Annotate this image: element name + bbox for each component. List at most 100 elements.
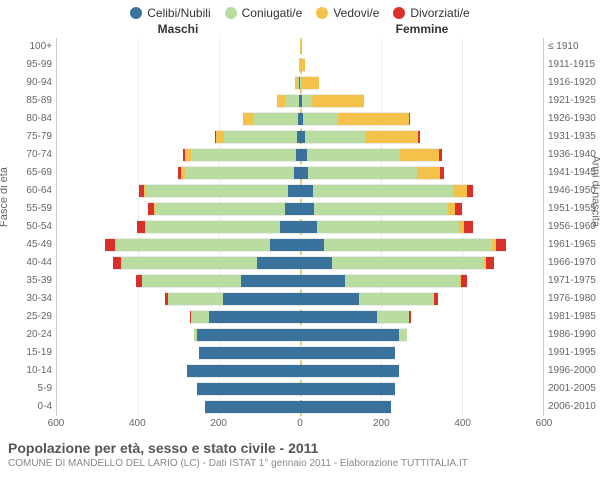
bar-segment <box>418 131 420 143</box>
bar-segment <box>300 365 399 377</box>
bar-segment <box>209 311 300 323</box>
pyramid-row <box>57 254 543 272</box>
bar-segment <box>155 203 285 215</box>
female-half <box>300 272 543 290</box>
female-half <box>300 92 543 110</box>
bar-segment <box>300 203 314 215</box>
bar-segment <box>434 293 438 305</box>
female-bar <box>300 346 395 360</box>
bar-segment <box>280 221 300 233</box>
male-half <box>57 308 300 326</box>
legend-swatch <box>130 7 142 19</box>
female-half <box>300 182 543 200</box>
bar-segment <box>440 167 444 179</box>
pyramid-row <box>57 56 543 74</box>
x-axis: 6004002000200400600 <box>0 416 600 432</box>
male-half <box>57 146 300 164</box>
female-bar <box>300 256 494 270</box>
header-males: Maschi <box>56 22 300 36</box>
pyramid-row <box>57 146 543 164</box>
pyramid-row <box>57 272 543 290</box>
bar-segment <box>359 293 434 305</box>
bar-segment <box>300 383 395 395</box>
x-tick: 600 <box>48 418 65 429</box>
bar-segment <box>453 185 467 197</box>
bar-segment <box>455 203 462 215</box>
header-females: Femmine <box>300 22 544 36</box>
female-half <box>300 200 543 218</box>
legend-label: Vedovi/e <box>333 6 379 20</box>
age-label: 20-24 <box>0 326 56 344</box>
age-label: 85-89 <box>0 92 56 110</box>
chart-area: Fasce di età Anni di nascita 100+95-9990… <box>0 38 600 416</box>
age-label: 10-14 <box>0 362 56 380</box>
male-bar <box>148 202 300 216</box>
bar-segment <box>317 221 459 233</box>
male-bar <box>165 292 300 306</box>
male-half <box>57 272 300 290</box>
male-half <box>57 290 300 308</box>
bar-segment <box>307 149 400 161</box>
bar-segment <box>313 185 453 197</box>
male-bar <box>197 382 300 396</box>
male-half <box>57 38 300 56</box>
birth-label: 1991-1995 <box>544 344 600 362</box>
age-label: 45-49 <box>0 236 56 254</box>
male-half <box>57 254 300 272</box>
female-bar <box>300 400 391 414</box>
bar-segment <box>467 185 473 197</box>
bar-segment <box>277 95 285 107</box>
female-bar <box>300 292 438 306</box>
bar-segment <box>105 239 115 251</box>
birth-label: 1931-1935 <box>544 128 600 146</box>
female-half <box>300 146 543 164</box>
female-bar <box>300 112 409 126</box>
male-bar <box>137 220 300 234</box>
male-bar <box>178 166 300 180</box>
bar-segment <box>400 149 438 161</box>
age-label: 75-79 <box>0 128 56 146</box>
bar-segment <box>496 239 506 251</box>
x-axis-ticks: 6004002000200400600 <box>56 418 544 432</box>
female-bar <box>300 328 407 342</box>
age-label: 90-94 <box>0 74 56 92</box>
bar-segment <box>270 239 300 251</box>
female-half <box>300 74 543 92</box>
bar-segment <box>187 365 300 377</box>
legend-swatch <box>225 7 237 19</box>
birth-label: 2006-2010 <box>544 398 600 416</box>
female-half <box>300 236 543 254</box>
female-bar <box>300 94 364 108</box>
pyramid-row <box>57 200 543 218</box>
pyramid-row <box>57 218 543 236</box>
female-bar <box>300 364 399 378</box>
bar-segment <box>300 293 359 305</box>
bar-segment <box>146 185 288 197</box>
pyramid-row <box>57 362 543 380</box>
female-half <box>300 128 543 146</box>
male-bar <box>243 112 301 126</box>
bar-segment <box>439 149 442 161</box>
female-half <box>300 308 543 326</box>
birth-label: 1921-1925 <box>544 92 600 110</box>
bar-segment <box>216 131 224 143</box>
female-half <box>300 56 543 74</box>
pyramid-row <box>57 236 543 254</box>
pyramid-row <box>57 164 543 182</box>
bar-segment <box>409 311 410 323</box>
female-half <box>300 290 543 308</box>
x-tick: 400 <box>454 418 471 429</box>
bar-segment <box>122 257 258 269</box>
female-bar <box>300 238 506 252</box>
bar-segment <box>300 257 332 269</box>
pyramid-row <box>57 110 543 128</box>
bar-segment <box>116 239 270 251</box>
bar-segment <box>191 149 296 161</box>
male-bar <box>183 148 300 162</box>
birth-label: 1981-1985 <box>544 308 600 326</box>
female-bar <box>300 40 302 54</box>
birth-label: 1911-1915 <box>544 56 600 74</box>
birth-label: 2001-2005 <box>544 380 600 398</box>
birth-label: 1916-1920 <box>544 74 600 92</box>
bar-segment <box>241 275 300 287</box>
